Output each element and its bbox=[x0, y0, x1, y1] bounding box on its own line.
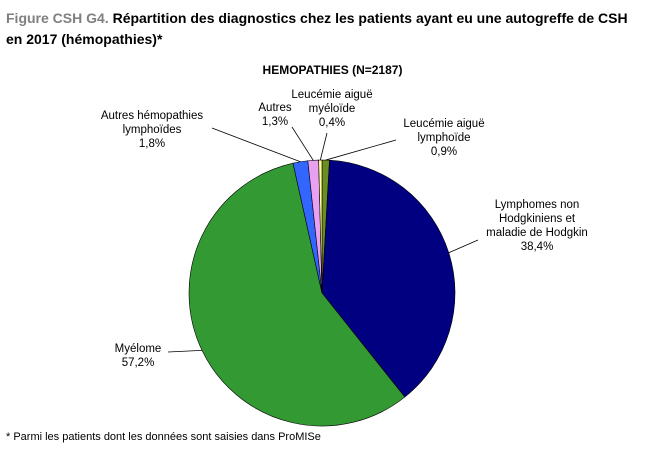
slice-label: Leucémie aiguë myéloïde 0,4% bbox=[291, 89, 372, 129]
figure-title-text: Répartition des diagnostics chez les pat… bbox=[6, 10, 628, 47]
slice-label: Autres hémopathies lymphoïdes 1,8% bbox=[101, 110, 204, 150]
footnote: * Parmi les patients dont les données so… bbox=[6, 431, 321, 443]
pie-slice bbox=[321, 159, 456, 398]
slice-label: Autres 1,3% bbox=[258, 102, 291, 128]
leader-line bbox=[211, 127, 301, 163]
leader-line bbox=[325, 139, 397, 161]
chart-title: HEMOPATHIES (N=2187) bbox=[262, 63, 403, 77]
leader-line bbox=[448, 239, 479, 254]
slice-label: Lymphomes non Hodgkiniens et maladie de Ho… bbox=[486, 199, 588, 253]
figure-title: Figure CSH G4. Répartition des diagnosti… bbox=[6, 8, 636, 50]
figure-prefix: Figure CSH G4. bbox=[6, 10, 109, 26]
leader-line bbox=[167, 349, 203, 353]
slice-label: Leucémie aiguë lymphoïde 0,9% bbox=[403, 118, 484, 158]
leader-line bbox=[291, 126, 314, 161]
slice-label: Myélome 57,2% bbox=[115, 343, 162, 369]
pie-slice bbox=[188, 162, 406, 427]
leader-line bbox=[319, 132, 328, 161]
